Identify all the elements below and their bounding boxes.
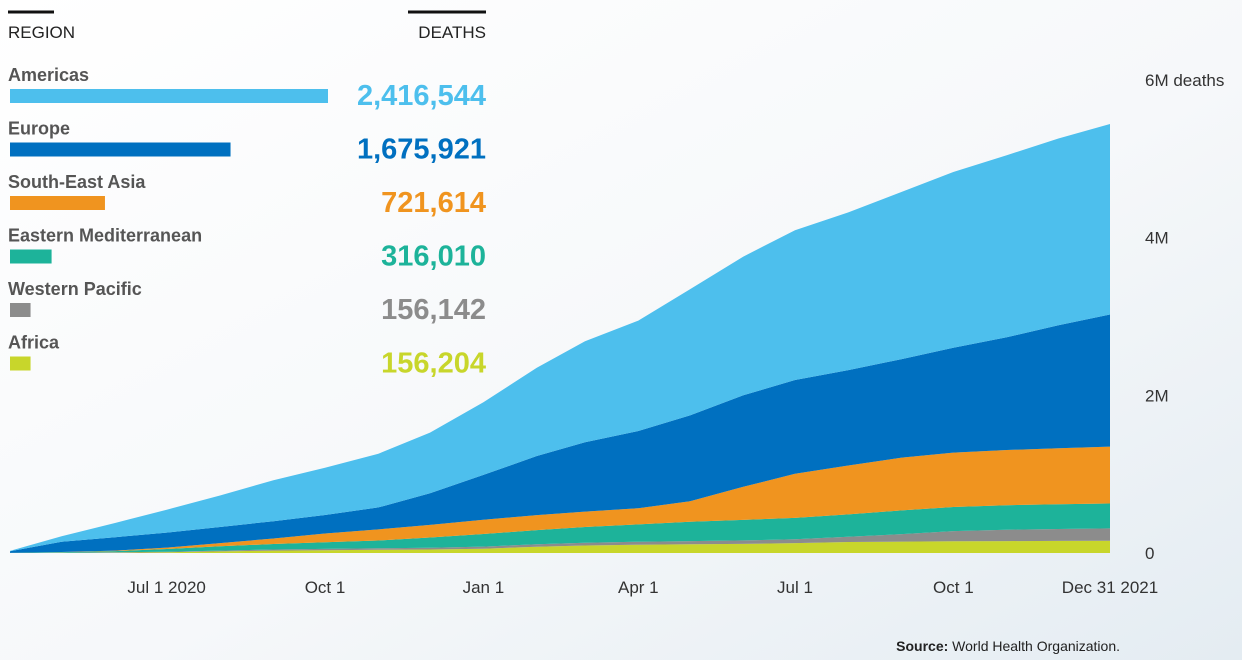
- legend-bar: [10, 142, 231, 157]
- source-label: Source:: [896, 638, 948, 654]
- legend-bar: [10, 356, 31, 371]
- legend-value: 316,010: [381, 241, 486, 273]
- column-header: DEATHS: [418, 23, 486, 42]
- y-tick-label: 2M: [1145, 386, 1169, 405]
- x-tick-label: Jan 1: [463, 578, 505, 597]
- y-tick-label: 4M: [1145, 229, 1169, 248]
- source-note: Source: World Health Organization.: [896, 638, 1120, 654]
- legend-value: 2,416,544: [357, 80, 486, 112]
- area: [10, 446, 1110, 553]
- y-tick-label: 6M deaths: [1145, 71, 1224, 90]
- area: [10, 124, 1110, 552]
- legend-label: Americas: [8, 65, 89, 85]
- x-tick-label: Oct 1: [305, 578, 346, 597]
- legend-value: 1,675,921: [357, 134, 486, 166]
- legend-bar: [10, 196, 105, 210]
- area: [10, 503, 1110, 553]
- x-tick-label: Jul 1 2020: [127, 578, 205, 597]
- x-tick-label: Dec 31 2021: [1062, 578, 1158, 597]
- plot-area: [10, 124, 1110, 553]
- column-header: REGION: [8, 23, 75, 42]
- legend-bar: [10, 249, 52, 264]
- area: [10, 528, 1110, 553]
- legend-bar: [10, 303, 31, 317]
- legend-value: 156,204: [381, 348, 486, 380]
- area: [10, 540, 1110, 553]
- y-tick-label: 0: [1145, 544, 1154, 563]
- legend-label: Europe: [8, 119, 70, 139]
- legend-label: Eastern Mediterranean: [8, 226, 202, 246]
- x-tick-label: Oct 1: [933, 578, 974, 597]
- source-text: World Health Organization.: [952, 638, 1120, 654]
- legend: REGION DEATHS Americas 2,416,544 Europe 1,6…: [8, 10, 486, 380]
- legend-value: 156,142: [381, 294, 486, 326]
- legend-label: Western Pacific: [8, 279, 142, 299]
- legend-label: South-East Asia: [8, 172, 146, 192]
- legend-value: 721,614: [381, 187, 486, 219]
- x-tick-label: Apr 1: [618, 578, 659, 597]
- legend-label: Africa: [8, 333, 60, 353]
- legend-bar: [10, 89, 328, 103]
- area: [10, 314, 1110, 553]
- x-tick-label: Jul 1: [777, 578, 813, 597]
